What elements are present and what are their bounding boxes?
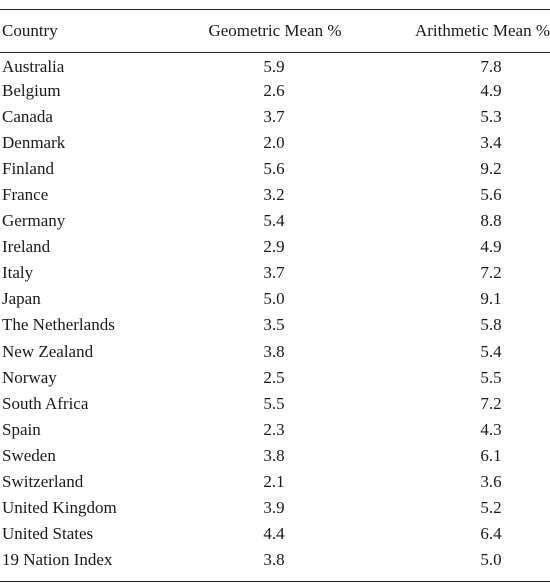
table-row: Finland 5.6 9.2 [0,155,550,181]
table-row: Germany 5.4 8.8 [0,208,550,234]
arithmetic-mean-cell: 5.2 [480,498,502,518]
country-cell: New Zealand [2,341,94,361]
country-cell: Denmark [2,132,66,152]
arithmetic-mean-cell: 5.5 [480,367,502,387]
table-row: Ireland 2.9 4.9 [0,234,550,260]
country-cell: 19 Nation Index [2,550,113,570]
table-row: Switzerland 2.1 3.6 [0,469,550,495]
country-cell: Australia [2,56,65,76]
arithmetic-mean-cell: 5.3 [480,106,502,126]
geometric-mean-cell: 3.8 [263,341,285,361]
geometric-mean-cell: 4.4 [263,524,285,544]
table-row: Japan 5.0 9.1 [0,286,550,312]
table-row: Canada 3.7 5.3 [0,103,550,129]
country-cell: The Netherlands [2,315,115,335]
country-cell: Ireland [2,237,51,257]
table-row: The Netherlands 3.5 5.8 [0,312,550,338]
geometric-mean-cell: 5.9 [263,56,285,76]
geometric-mean-cell: 5.5 [263,393,285,413]
country-cell: Germany [2,211,66,231]
table-row: Spain 2.3 4.3 [0,416,550,442]
header-country: Country [2,21,58,40]
geometric-mean-cell: 3.8 [263,550,285,570]
country-cell: Japan [2,289,41,309]
arithmetic-mean-cell: 5.6 [480,185,502,205]
country-cell: United Kingdom [2,498,117,518]
country-cell: France [2,185,49,205]
table-header-row: Country Geometric Mean % Arithmetic Mean… [0,0,550,51]
country-cell: Canada [2,106,53,126]
geometric-mean-cell: 3.8 [263,445,285,465]
table-row: South Africa 5.5 7.2 [0,390,550,416]
arithmetic-mean-cell: 6.4 [480,524,502,544]
country-cell: Sweden [2,445,56,465]
table-body: Australia 5.9 7.8 Belgium 2.6 4.9 Canada 3.7 5.3… [0,51,550,573]
table-row: France 3.2 5.6 [0,181,550,207]
table-row: Sweden 3.8 6.1 [0,442,550,468]
arithmetic-mean-cell: 9.2 [480,158,502,178]
country-cell: United States [2,524,94,544]
geometric-mean-cell: 3.7 [263,263,285,283]
arithmetic-mean-cell: 5.0 [480,550,502,570]
country-cell: Spain [2,419,41,439]
geometric-mean-cell: 2.6 [263,80,285,100]
table-row: Australia 5.9 7.8 [0,51,550,77]
country-cell: Switzerland [2,472,84,492]
geometric-mean-cell: 2.1 [263,472,285,492]
arithmetic-mean-cell: 5.8 [480,315,502,335]
country-cell: Norway [2,367,57,387]
table-row: 19 Nation Index 3.8 5.0 [0,547,550,573]
arithmetic-mean-cell: 9.1 [480,289,502,309]
geometric-mean-cell: 2.0 [263,132,285,152]
header-geometric-mean: Geometric Mean % [208,21,342,40]
country-cell: Belgium [2,80,61,100]
geometric-mean-cell: 5.6 [263,158,285,178]
country-cell: South Africa [2,393,89,413]
geometric-mean-cell: 3.5 [263,315,285,335]
table-row: United Kingdom 3.9 5.2 [0,495,550,521]
country-cell: Finland [2,158,54,178]
table-row: New Zealand 3.8 5.4 [0,338,550,364]
table-bottom-rule [0,581,550,582]
table-top-rule [0,9,550,10]
arithmetic-mean-cell: 3.6 [480,472,502,492]
geometric-mean-cell: 3.7 [263,106,285,126]
arithmetic-mean-cell: 8.8 [480,211,502,231]
table-row: Belgium 2.6 4.9 [0,77,550,103]
table-row: Denmark 2.0 3.4 [0,129,550,155]
geometric-mean-cell: 5.4 [263,211,285,231]
arithmetic-mean-cell: 5.4 [480,341,502,361]
arithmetic-mean-cell: 7.2 [480,263,502,283]
geometric-mean-cell: 2.3 [263,419,285,439]
arithmetic-mean-cell: 4.9 [480,80,502,100]
arithmetic-mean-cell: 4.9 [480,237,502,257]
geometric-mean-cell: 3.9 [263,498,285,518]
table-row: Italy 3.7 7.2 [0,260,550,286]
geometric-mean-cell: 2.9 [263,237,285,257]
arithmetic-mean-cell: 7.8 [480,56,502,76]
geometric-mean-cell: 3.2 [263,185,285,205]
arithmetic-mean-cell: 7.2 [480,393,502,413]
equity-returns-table: Country Geometric Mean % Arithmetic Mean… [0,0,550,573]
table-row: Norway 2.5 5.5 [0,364,550,390]
arithmetic-mean-cell: 3.4 [480,132,502,152]
header-arithmetic-mean: Arithmetic Mean % [414,21,550,40]
geometric-mean-cell: 2.5 [263,367,285,387]
arithmetic-mean-cell: 4.3 [480,419,502,439]
table-row: United States 4.4 6.4 [0,521,550,547]
geometric-mean-cell: 5.0 [263,289,285,309]
table-header-rule [0,52,550,53]
country-cell: Italy [2,263,34,283]
arithmetic-mean-cell: 6.1 [480,445,502,465]
